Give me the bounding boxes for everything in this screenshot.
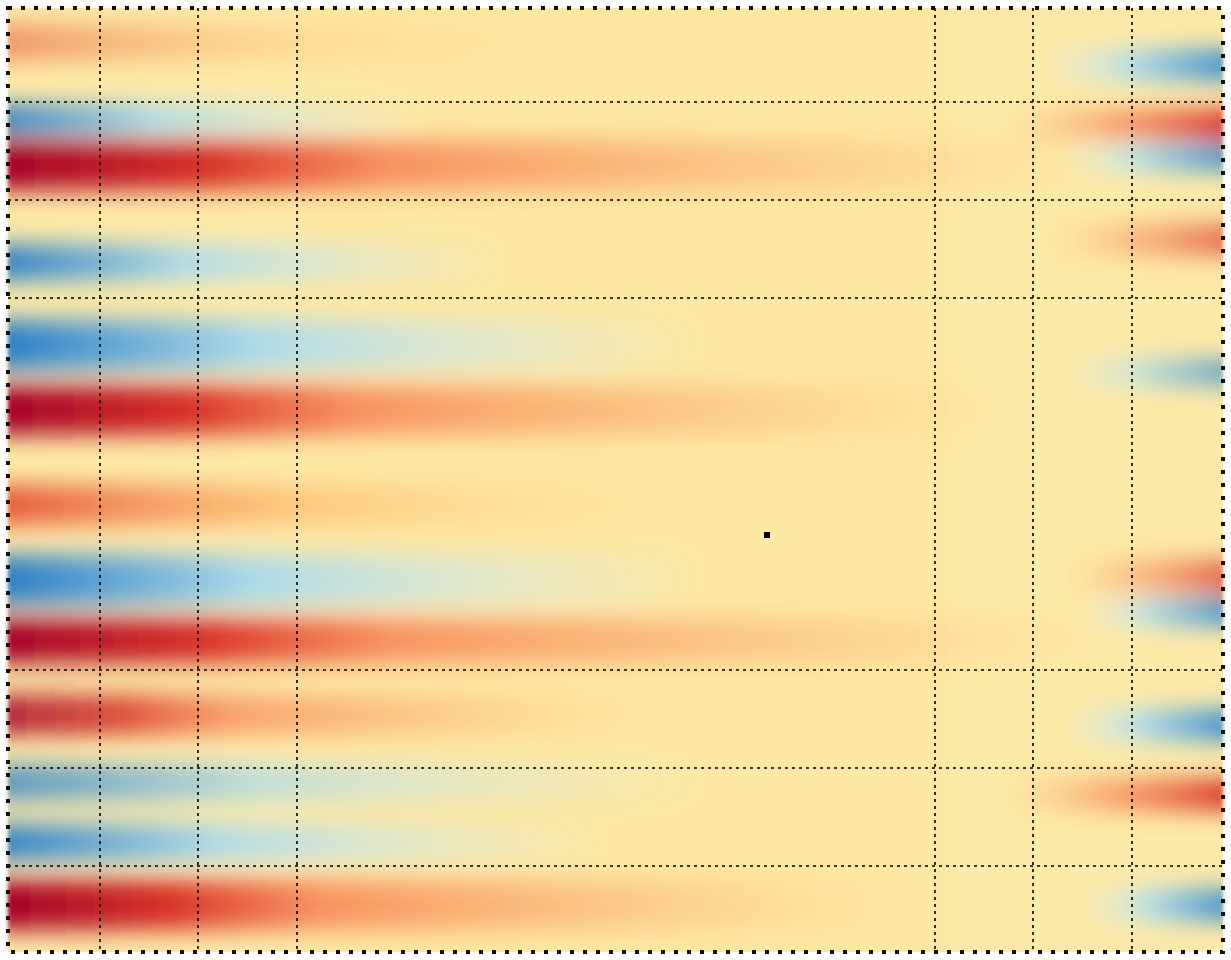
band	[1060, 560, 1223, 595]
band	[8, 320, 708, 370]
band	[8, 618, 1108, 663]
grid	[8, 8, 1223, 952]
bands	[8, 25, 1223, 930]
band	[8, 555, 708, 605]
band	[1060, 360, 1223, 385]
band	[1060, 145, 1223, 170]
band	[8, 245, 508, 280]
band	[1080, 600, 1223, 625]
band	[8, 25, 608, 60]
band	[1000, 780, 1223, 810]
band	[8, 385, 1008, 435]
band	[8, 485, 708, 525]
band	[8, 140, 1108, 190]
band	[8, 825, 608, 860]
dead-pixel	[764, 532, 770, 538]
band	[8, 880, 908, 930]
band	[8, 105, 428, 133]
band	[1080, 890, 1223, 920]
band	[1060, 710, 1223, 740]
band	[8, 765, 708, 800]
band	[1000, 110, 1223, 140]
band	[8, 695, 658, 735]
